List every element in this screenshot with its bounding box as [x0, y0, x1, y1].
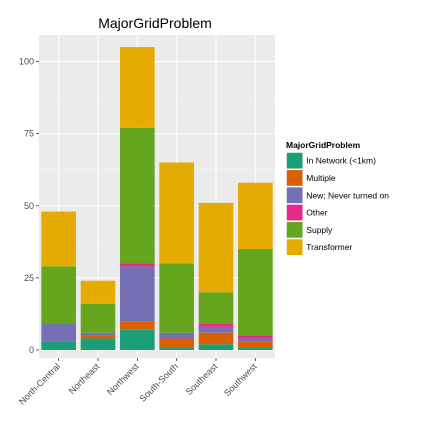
legend-label: In Network (<1km) — [306, 156, 376, 166]
bar-segment — [120, 263, 155, 267]
bar-segment — [80, 280, 116, 304]
bar-segment — [41, 266, 76, 325]
bar-segment — [41, 341, 76, 350]
chart-title: MajorGridProblem — [98, 15, 212, 31]
bar-segment — [198, 324, 234, 327]
bar-segment — [238, 338, 273, 342]
bar-segment — [120, 266, 155, 322]
y-tick-label: 50 — [24, 201, 34, 211]
bar-segment — [198, 202, 234, 293]
x-tick-label: Northwest — [105, 361, 141, 397]
bar-segment — [159, 263, 194, 333]
bar-segment — [238, 347, 273, 350]
legend-key — [286, 187, 303, 204]
x-tick-label: Northeast — [67, 361, 102, 396]
bar-segment — [238, 249, 273, 336]
x-tick-label: North-Central — [17, 361, 62, 406]
y-tick-label: 100 — [19, 57, 34, 67]
legend: MajorGridProblem In Network (<1km) Multip… — [285, 140, 389, 257]
bars — [41, 47, 273, 350]
bar-segment — [120, 47, 155, 128]
legend-key — [286, 170, 303, 186]
legend-key — [286, 204, 303, 221]
y-tick-label: 25 — [24, 273, 34, 283]
bar-segment — [159, 338, 194, 348]
bar-segment — [120, 329, 155, 350]
bar-segment — [159, 347, 194, 350]
bar-segment — [198, 292, 234, 325]
legend-label: New; Never turned on — [306, 190, 389, 200]
bar-segment — [80, 303, 116, 333]
bar-segment — [198, 326, 234, 333]
y-tick-label: 0 — [29, 345, 34, 355]
bar-segment — [80, 335, 116, 339]
legend-label: Other — [306, 208, 327, 218]
bar-segment — [80, 332, 116, 336]
y-tick-label: 75 — [24, 129, 34, 139]
bar-segment — [238, 182, 273, 250]
bar-segment — [120, 321, 155, 330]
bar-segment — [80, 338, 116, 350]
bar-segment — [198, 344, 234, 350]
legend-label: Transformer — [306, 242, 352, 252]
legend-key — [286, 239, 303, 255]
bar-segment — [159, 332, 194, 339]
plot-background — [39, 35, 275, 358]
x-axis: North-Central Northeast NorthwestSouth-Sou… — [17, 358, 259, 407]
bar-segment — [41, 324, 76, 342]
y-axis: 0 25 50 75 100 — [19, 57, 39, 355]
legend-label: Supply — [306, 225, 333, 235]
x-tick-label: South-South — [138, 361, 180, 403]
bar-segment — [120, 127, 155, 264]
bar-segment — [238, 335, 273, 339]
x-tick-label: Southeast — [184, 361, 220, 397]
legend-key — [286, 152, 303, 169]
legend-label: Multiple — [306, 173, 336, 183]
bar-segment — [159, 162, 194, 264]
legend-key — [286, 222, 303, 238]
bar-segment — [238, 341, 273, 348]
bar-segment — [41, 211, 76, 267]
legend-title: MajorGridProblem — [286, 140, 361, 150]
bar-segment — [198, 332, 234, 345]
x-tick-label: Southwest — [222, 361, 259, 398]
